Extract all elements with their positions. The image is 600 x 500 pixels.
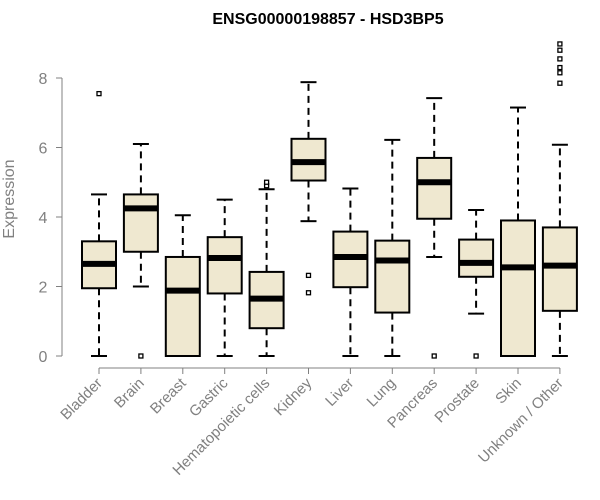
- x-tick-label: Brain: [111, 375, 148, 412]
- box-bladder: [81, 90, 117, 357]
- box-skin: [500, 106, 536, 357]
- outlier-point: [557, 41, 563, 47]
- box-iqr: [416, 156, 453, 220]
- box-iqr: [500, 219, 536, 357]
- box-brain: [122, 143, 159, 359]
- outlier-point: [557, 80, 563, 86]
- y-tick-label: 8: [39, 71, 48, 88]
- outlier-point: [305, 290, 312, 296]
- x-tick-label: Liver: [322, 375, 357, 410]
- outlier-point: [138, 353, 144, 359]
- outlier-point: [473, 353, 479, 359]
- box-iqr: [541, 226, 578, 312]
- box-lung: [374, 138, 411, 357]
- x-tick-label: Bladder: [57, 375, 106, 424]
- x-tick-label: Lung: [364, 375, 400, 411]
- box-prostate: [458, 209, 495, 359]
- box-iqr: [122, 193, 159, 253]
- box-hematopoietic-cells: [248, 179, 285, 357]
- outlier-point: [557, 70, 563, 76]
- outlier-point: [557, 64, 563, 71]
- box-iqr: [458, 238, 495, 278]
- y-tick-label: 6: [39, 141, 48, 158]
- y-tick-label: 2: [39, 280, 48, 297]
- x-tick-label: Kidney: [271, 374, 316, 419]
- outlier-point: [557, 56, 563, 62]
- x-tick-label: Breast: [147, 374, 190, 417]
- chart-title: ENSG00000198857 - HSD3BP5: [212, 11, 443, 28]
- x-tick-label: Skin: [492, 375, 525, 408]
- box-unknown-other: [541, 41, 578, 357]
- y-tick-label: 0: [39, 349, 48, 366]
- box-liver: [332, 187, 369, 357]
- outlier-point: [305, 272, 312, 279]
- y-axis: 0 2 4 6 8: [39, 71, 63, 366]
- box-pancreas: [416, 97, 453, 359]
- box-group: [81, 41, 578, 359]
- box-gastric: [206, 198, 243, 357]
- outlier-point: [96, 90, 102, 97]
- box-iqr: [164, 255, 201, 357]
- box-iqr: [206, 236, 243, 295]
- x-tick-label: Prostate: [431, 375, 483, 427]
- box-kidney: [290, 81, 327, 296]
- outlier-point: [431, 353, 437, 359]
- y-axis-title: Expression: [1, 159, 18, 238]
- outlier-point: [557, 47, 563, 53]
- box-iqr: [374, 239, 411, 314]
- outlier-point: [263, 179, 270, 185]
- box-breast: [164, 214, 201, 357]
- y-tick-label: 4: [39, 210, 48, 227]
